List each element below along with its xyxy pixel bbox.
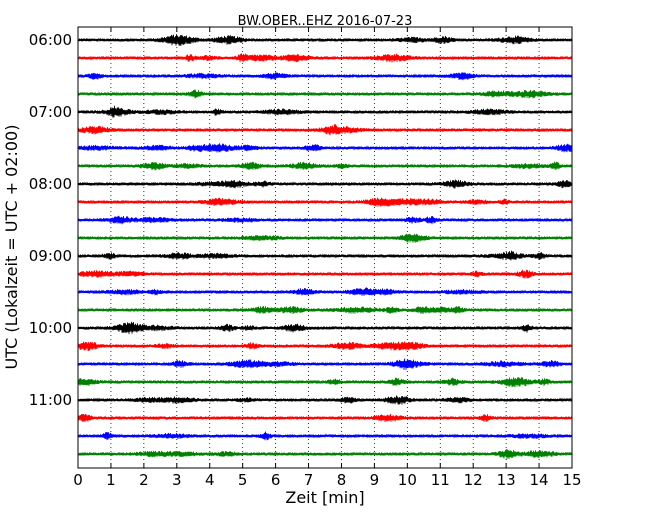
y-tick-label: 06:00: [29, 31, 72, 49]
x-axis-ticks: 0 1 2 3 4 5 6 7 8 9 10 11 12 13 14 15: [73, 27, 582, 489]
x-tick-label: 2: [139, 471, 149, 489]
seismic-trace: [77, 161, 573, 171]
x-tick-label: 9: [370, 471, 380, 489]
x-axis-label: Zeit [min]: [285, 488, 364, 507]
seismic-trace: [77, 179, 573, 189]
seismic-trace: [77, 34, 573, 46]
y-tick-label: 08:00: [29, 175, 72, 193]
x-tick-label: 14: [530, 471, 549, 489]
x-tick-label: 13: [497, 471, 516, 489]
seismic-trace: [77, 233, 573, 243]
x-tick-label: 11: [431, 471, 450, 489]
plot-frame: [77, 26, 573, 469]
seismic-trace: [77, 124, 573, 136]
y-tick-label: 11:00: [29, 391, 72, 409]
seismic-trace: [77, 395, 573, 405]
x-tick-label: 4: [205, 471, 215, 489]
y-tick-label: 07:00: [29, 103, 72, 121]
x-tick-label: 3: [172, 471, 182, 489]
x-tick-label: 10: [398, 471, 417, 489]
seismic-trace: [77, 306, 573, 315]
seismic-trace: [77, 358, 573, 370]
grid-lines: [110, 27, 540, 468]
seismic-trace: [77, 431, 573, 441]
y-axis-ticks: 06:00 07:00 08:00 09:00 10:00 11:00: [29, 31, 572, 409]
seismic-trace: [77, 215, 573, 225]
seismic-traces: [77, 34, 573, 460]
seismic-trace: [77, 89, 573, 99]
seismic-trace: [77, 413, 573, 423]
seismic-trace: [77, 143, 573, 153]
x-tick-label: 0: [73, 471, 83, 489]
seismic-trace: [77, 377, 573, 388]
seismic-trace: [77, 105, 573, 118]
seismic-trace: [77, 321, 573, 335]
x-tick-label: 7: [304, 471, 314, 489]
seismic-trace: [77, 53, 573, 63]
seismic-trace: [77, 341, 573, 352]
seismic-trace: [77, 269, 573, 279]
x-tick-label: 15: [562, 471, 581, 489]
y-axis-label: UTC (Lokalzeit = UTC + 02:00): [2, 125, 21, 370]
seismic-trace: [77, 287, 573, 296]
x-tick-label: 6: [271, 471, 281, 489]
seismic-trace: [77, 449, 573, 460]
seismic-trace: [77, 197, 573, 207]
x-tick-label: 12: [464, 471, 483, 489]
seismic-trace: [77, 250, 573, 261]
chart-title: BW.OBER..EHZ 2016-07-23: [238, 14, 413, 29]
x-tick-label: 1: [106, 471, 116, 489]
seismic-trace: [77, 72, 573, 81]
x-tick-label: 5: [238, 471, 248, 489]
y-tick-label: 10:00: [29, 319, 72, 337]
x-tick-label: 8: [337, 471, 347, 489]
y-tick-label: 09:00: [29, 247, 72, 265]
